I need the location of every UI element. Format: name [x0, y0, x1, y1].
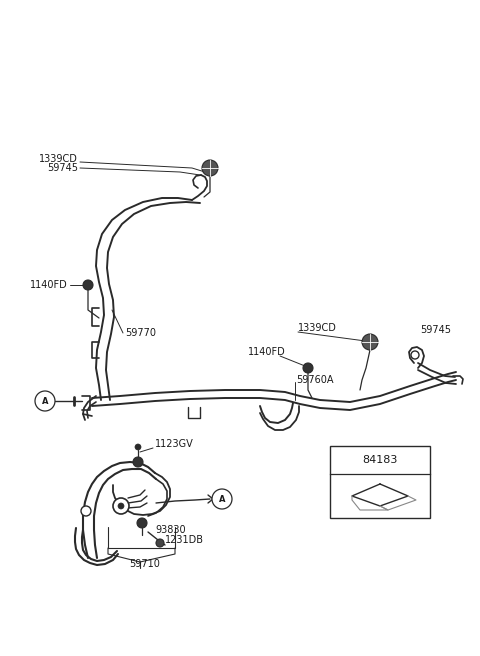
Circle shape	[212, 489, 232, 509]
Circle shape	[137, 518, 147, 528]
Circle shape	[303, 363, 313, 373]
Circle shape	[411, 351, 419, 359]
Text: A: A	[42, 396, 48, 405]
Circle shape	[362, 334, 378, 350]
Circle shape	[135, 444, 141, 450]
Circle shape	[35, 391, 55, 411]
Circle shape	[83, 280, 93, 290]
Text: 59710: 59710	[130, 559, 160, 569]
Circle shape	[133, 457, 143, 467]
Circle shape	[202, 160, 218, 176]
Circle shape	[156, 539, 164, 547]
Text: 1339CD: 1339CD	[39, 154, 78, 164]
Text: 1123GV: 1123GV	[155, 439, 194, 449]
Circle shape	[81, 506, 91, 516]
Text: A: A	[219, 495, 225, 504]
Text: 1231DB: 1231DB	[165, 535, 204, 545]
Text: 59745: 59745	[420, 325, 451, 335]
Bar	[330, 446, 430, 518]
Text: 59770: 59770	[125, 328, 156, 338]
Text: 59745: 59745	[47, 163, 78, 173]
Text: 1140FD: 1140FD	[248, 347, 286, 357]
Circle shape	[113, 498, 129, 514]
Circle shape	[118, 503, 124, 509]
Text: 59760A: 59760A	[296, 375, 334, 385]
Text: 1339CD: 1339CD	[298, 323, 337, 333]
Text: 1140FD: 1140FD	[30, 280, 68, 290]
Text: 93830: 93830	[155, 525, 186, 535]
Text: 84183: 84183	[362, 455, 398, 465]
